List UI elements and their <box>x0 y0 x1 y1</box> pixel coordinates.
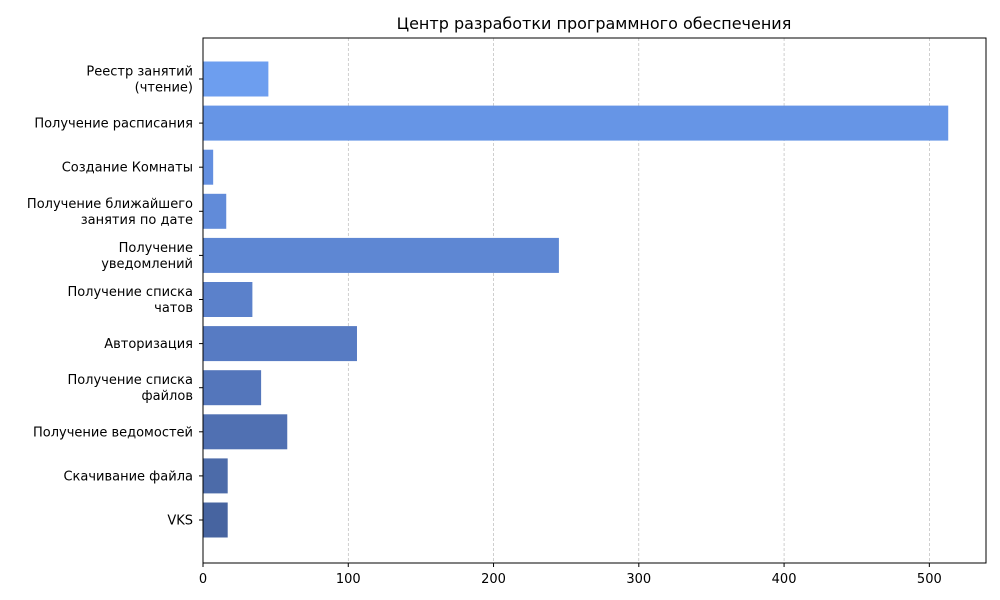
category-label-line: Реестр занятий <box>86 65 193 80</box>
chart-title: Центр разработки программного обеспечени… <box>397 14 792 33</box>
bar <box>203 370 262 406</box>
x-tick-label: 100 <box>336 572 361 587</box>
category-label: Получение списка файлов <box>67 373 193 404</box>
bar <box>203 414 288 450</box>
bar <box>203 61 269 97</box>
category-label-line: Получение списка <box>67 285 193 300</box>
category-label-line: уведомлений <box>101 257 193 272</box>
category-label-line: Получение списка <box>67 373 193 388</box>
category-label-line: занятия по дате <box>81 213 193 228</box>
category-label-line: чатов <box>154 301 193 316</box>
category-label: Скачивание файла <box>63 469 193 484</box>
bar <box>203 149 214 185</box>
x-tick-label: 500 <box>917 572 942 587</box>
category-label-line: Получение ближайшего <box>27 197 193 212</box>
category-label: Создание Комнаты <box>62 161 193 176</box>
x-tick-label: 200 <box>481 572 506 587</box>
category-label-line: Получение расписания <box>34 117 193 132</box>
bar <box>203 237 559 273</box>
plot-frame <box>202 37 987 564</box>
x-tick-label: 400 <box>772 572 797 587</box>
bar <box>203 458 228 494</box>
x-tick-labels: 0 100 200 300 400 500 <box>199 572 942 587</box>
category-label: Реестр занятий (чтение) <box>86 65 193 96</box>
category-label-line: VKS <box>167 514 193 529</box>
category-label: Получение ведомостей <box>33 425 193 440</box>
bar <box>203 193 227 229</box>
category-label-line: Скачивание файла <box>63 469 193 484</box>
category-labels: Реестр занятий (чтение) Получение расписан… <box>27 65 193 529</box>
bars <box>203 61 949 538</box>
x-tick-label: 0 <box>199 572 207 587</box>
category-label: Получение списка чатов <box>67 285 193 316</box>
category-label: Получение расписания <box>34 117 193 132</box>
category-label-line: Получение ведомостей <box>33 425 193 440</box>
category-label-line: (чтение) <box>135 81 193 96</box>
category-label: Получение ближайшего занятия по дате <box>27 197 193 228</box>
category-label-line: Создание Комнаты <box>62 161 193 176</box>
bar <box>203 282 253 317</box>
category-label: Получение уведомлений <box>101 241 193 272</box>
bar <box>203 105 949 141</box>
category-label: Авторизация <box>104 337 193 352</box>
category-label-line: файлов <box>142 389 193 404</box>
category-label-line: Получение <box>119 241 193 256</box>
category-label: VKS <box>167 514 193 529</box>
category-label-line: Авторизация <box>104 337 193 352</box>
x-tick-label: 300 <box>626 572 651 587</box>
axes <box>199 37 987 567</box>
bar <box>203 326 357 362</box>
bar <box>203 502 228 538</box>
